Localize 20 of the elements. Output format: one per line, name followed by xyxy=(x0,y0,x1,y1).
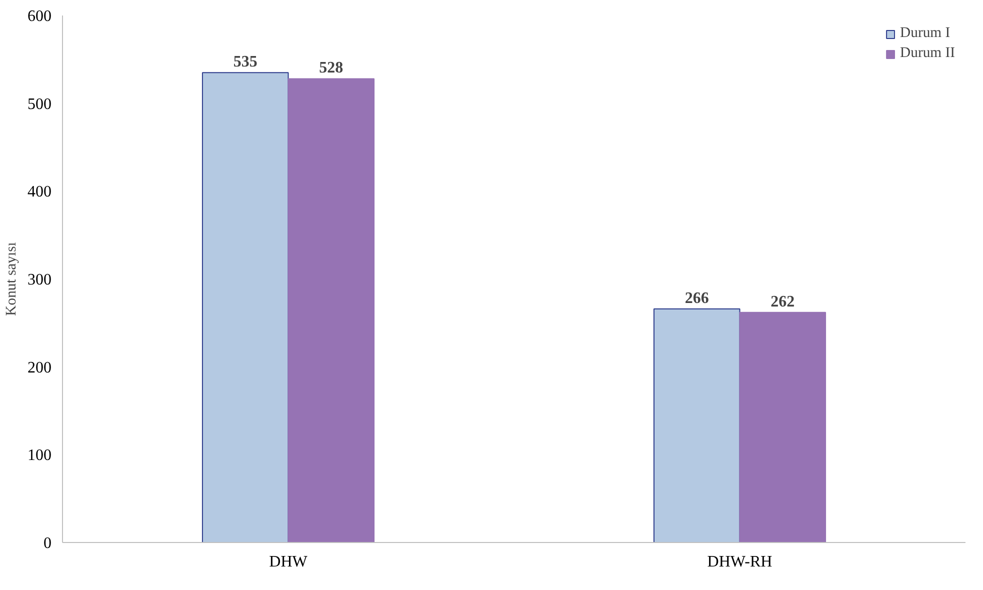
x-tick-label: DHW-RH xyxy=(707,554,773,570)
bar xyxy=(288,78,375,542)
y-tick-label: 300 xyxy=(28,272,52,288)
y-tick-label: 200 xyxy=(28,359,52,376)
bar xyxy=(739,312,826,542)
data-label: 535 xyxy=(233,54,258,71)
y-tick-label: 600 xyxy=(28,8,52,25)
legend-label: Durum I xyxy=(900,25,950,42)
data-label: 266 xyxy=(684,290,709,307)
y-tick-label: 100 xyxy=(28,447,52,464)
y-tick-label: 400 xyxy=(28,184,52,201)
legend-label: Durum II xyxy=(900,45,955,62)
x-tick-label: DHW xyxy=(269,554,308,570)
data-label: 528 xyxy=(319,60,344,77)
bar xyxy=(202,72,289,542)
y-tick-label: 0 xyxy=(44,535,52,552)
bar xyxy=(653,308,740,542)
y-tick-label: 500 xyxy=(28,96,52,113)
y-axis-title: Konut sayısı xyxy=(4,242,20,316)
data-label: 262 xyxy=(770,293,795,310)
